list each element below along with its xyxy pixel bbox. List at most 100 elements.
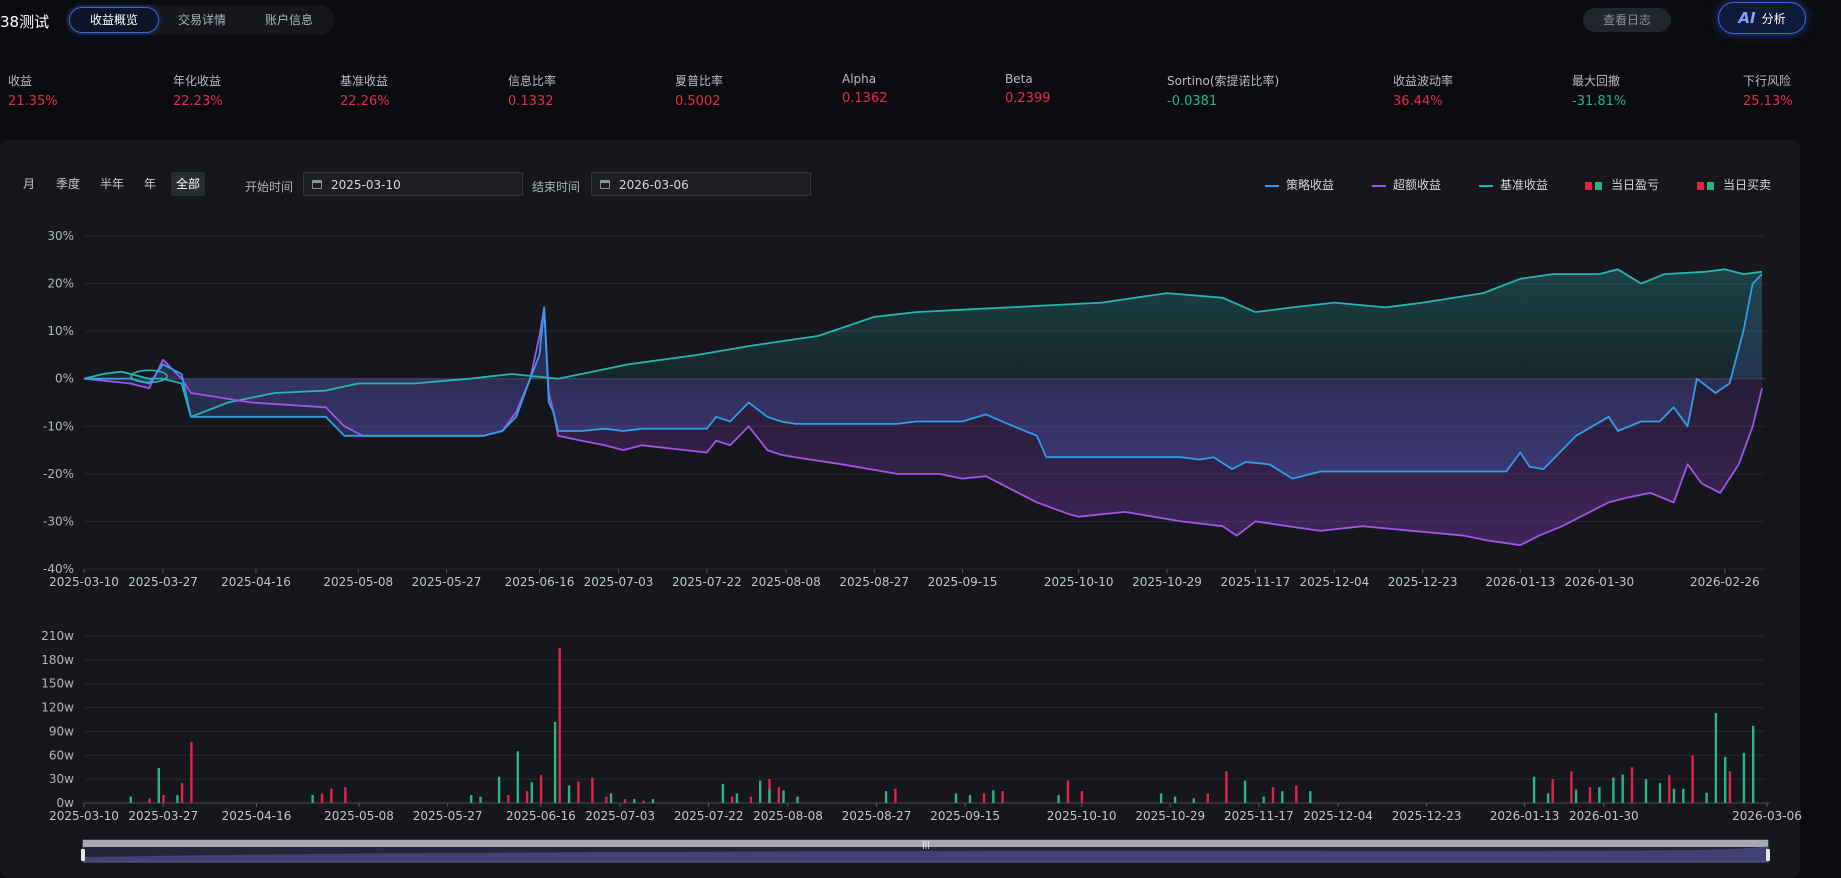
- metric-item: 收益 21.35%: [8, 72, 58, 109]
- x-tick-label: 2025-05-27: [412, 575, 482, 589]
- bar: [330, 788, 333, 803]
- end-date-label: 结束时间: [532, 180, 581, 194]
- x-tick-label: 2025-07-03: [585, 809, 655, 823]
- bar: [539, 775, 543, 803]
- bar: [1644, 779, 1648, 803]
- bar: [507, 795, 510, 803]
- x-tick-label: 2025-06-16: [505, 575, 575, 589]
- legend-benchmark-return[interactable]: 基准收益: [1479, 176, 1548, 194]
- bar: [1598, 787, 1601, 803]
- y-tick-label: 150w: [41, 677, 74, 691]
- bar: [609, 793, 613, 803]
- zoom-slider-handle-bar[interactable]: [83, 840, 1768, 847]
- bar: [768, 789, 771, 803]
- bar: [180, 783, 184, 803]
- x-tick-label: 2026-01-30: [1569, 809, 1639, 823]
- bar: [633, 799, 636, 803]
- y-tick-label: -40%: [43, 562, 74, 576]
- x-tick-label: 2025-12-04: [1299, 575, 1369, 589]
- metric-item: Sortino(索提诺比率) -0.0381: [1167, 72, 1279, 109]
- ai-analysis-label: 分析: [1761, 12, 1786, 26]
- legend-strategy-return[interactable]: 策略收益: [1265, 176, 1334, 194]
- bar: [1752, 725, 1755, 803]
- bar: [1728, 771, 1732, 803]
- ai-analysis-button[interactable]: AI 分析: [1718, 2, 1806, 34]
- bar: [516, 751, 519, 803]
- bar: [605, 796, 608, 803]
- x-tick-label: 2025-08-08: [753, 809, 823, 823]
- x-tick-label: 2025-07-22: [672, 575, 742, 589]
- x-tick-label: 2025-07-22: [674, 809, 744, 823]
- zoom-slider-grip-icon[interactable]: |||: [922, 840, 930, 849]
- zoom-slider-right-handle[interactable]: [1766, 849, 1770, 861]
- tab-trade-details[interactable]: 交易详情: [177, 13, 226, 27]
- x-tick-label: 2025-03-10: [49, 575, 119, 589]
- x-tick-label: 2025-03-27: [128, 575, 198, 589]
- legend-daily-pnl-label: 当日盈亏: [1611, 178, 1660, 192]
- metric-item: Beta 0.2399: [1005, 72, 1051, 106]
- metric-value: 25.13%: [1743, 94, 1793, 109]
- bar: [1080, 791, 1084, 803]
- bar: [894, 788, 897, 803]
- start-date-field[interactable]: 2025-03-10: [303, 172, 523, 196]
- legend-excess-return[interactable]: 超额收益: [1372, 176, 1441, 194]
- bar: [1309, 791, 1312, 803]
- bar: [470, 795, 473, 803]
- tab-account-info[interactable]: 账户信息: [264, 13, 313, 27]
- bar: [731, 796, 734, 803]
- legend-strategy-label: 策略收益: [1286, 178, 1335, 192]
- x-tick-label: 2025-10-10: [1044, 575, 1114, 589]
- period-halfyear-button[interactable]: 半年: [99, 177, 124, 191]
- bar: [190, 741, 193, 803]
- legend-line-icon: [1372, 184, 1386, 187]
- end-date-field[interactable]: 2026-03-06: [591, 172, 811, 196]
- metric-item: 最大回撤 -31.81%: [1572, 72, 1626, 109]
- return-line-chart: 30% 20% 10% 0% -10% -20% -30% -40%2025-03-10 202…: [43, 229, 1765, 589]
- tab-return-overview[interactable]: 收益概览: [69, 7, 159, 33]
- legend-daily-pnl[interactable]: 当日盈亏: [1585, 176, 1659, 194]
- bar: [577, 781, 580, 803]
- y-tick-label: 0%: [55, 372, 74, 386]
- bar: [1243, 780, 1247, 803]
- view-log-button[interactable]: 查看日志: [1583, 8, 1671, 32]
- bar: [1225, 771, 1228, 803]
- period-all-button[interactable]: 全部: [171, 172, 205, 196]
- period-quarter-button[interactable]: 季度: [55, 177, 80, 191]
- series-area: [84, 269, 1762, 417]
- y-tick-label: 90w: [49, 724, 74, 738]
- x-tick-label: 2025-12-04: [1303, 809, 1373, 823]
- period-month-button[interactable]: 月: [22, 177, 35, 191]
- metric-label: Sortino(索提诺比率): [1167, 74, 1280, 88]
- calendar-icon: [312, 180, 322, 189]
- x-tick-label: 2025-10-10: [1047, 809, 1117, 823]
- x-tick-label: 2025-12-23: [1392, 809, 1462, 823]
- x-tick-label: 2025-03-10: [49, 809, 119, 823]
- bar: [1159, 793, 1163, 803]
- zoom-slider-left-handle[interactable]: [81, 849, 85, 861]
- bar: [1551, 779, 1554, 803]
- x-tick-label: 2025-10-29: [1132, 575, 1202, 589]
- legend-daily-trade[interactable]: 当日买卖: [1697, 176, 1771, 194]
- legend-daily-trade-label: 当日买卖: [1723, 178, 1772, 192]
- zoom-slider[interactable]: |||: [81, 839, 1770, 863]
- x-tick-label: 2025-05-08: [323, 575, 393, 589]
- period-year-button[interactable]: 年: [143, 177, 156, 191]
- metric-label: Beta: [1005, 72, 1033, 86]
- bar: [558, 647, 561, 803]
- bar: [954, 793, 958, 803]
- y-tick-label: -20%: [43, 467, 74, 481]
- bar: [176, 795, 179, 803]
- x-tick-label: 2025-11-17: [1224, 809, 1294, 823]
- metric-value: -0.0381: [1167, 94, 1218, 109]
- metric-label: 收益波动率: [1393, 74, 1454, 88]
- bar: [1206, 793, 1209, 803]
- metric-label: 收益: [8, 74, 33, 88]
- legend-red-square-icon: [1697, 181, 1704, 190]
- bar: [1532, 776, 1536, 803]
- y-tick-label: 30w: [49, 772, 74, 786]
- bar: [982, 793, 986, 803]
- x-tick-label: 2026-03-06: [1732, 809, 1802, 823]
- x-tick-label: 2025-08-08: [751, 575, 821, 589]
- bar: [777, 787, 780, 803]
- bar: [1066, 780, 1070, 803]
